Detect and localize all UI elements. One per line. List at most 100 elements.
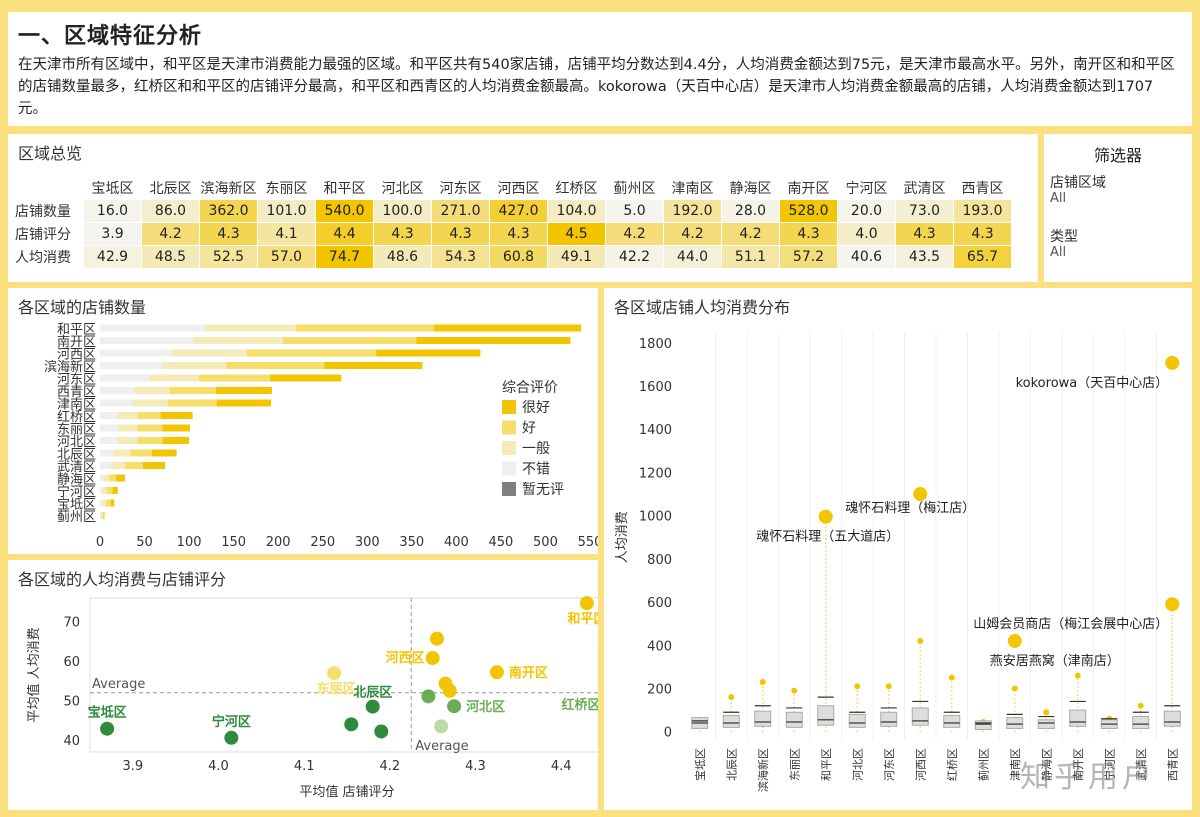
bar-segment (100, 462, 111, 469)
scatter-chart: 3.9 4.0 4.1 4.2 4.3 4.4 40 50 60 70 平均值 店铺评分 平均值 人均… (26, 596, 598, 800)
bar-segment (107, 487, 113, 494)
column-header: 武清区 (903, 181, 946, 197)
max-dot (948, 674, 955, 681)
point-label: 北辰区 (353, 686, 392, 701)
bar-segment (137, 437, 163, 444)
bar-segment (100, 499, 103, 507)
bar-segment (296, 324, 435, 332)
max-dot (1043, 709, 1050, 716)
bar-segment (103, 474, 109, 482)
plot-frame (89, 597, 598, 753)
y-tick-label: 1400 (639, 423, 672, 438)
box-iqr (943, 714, 961, 728)
bar-segment (216, 399, 272, 407)
bar-segment (100, 324, 206, 332)
overview-title: 区域总览 (18, 144, 83, 163)
bar-segment (100, 374, 149, 382)
scatter-point (365, 699, 380, 714)
x-category-label: 宁河区 (1102, 748, 1116, 781)
bar-chart-title: 各区域的店铺数量 (18, 298, 147, 317)
scatter-point (374, 724, 389, 739)
bar-segment (133, 387, 170, 394)
bar-segment (282, 337, 417, 344)
scatter-point (327, 666, 342, 681)
column-header: 和平区 (323, 181, 366, 197)
filter-district-select[interactable]: All (1050, 191, 1067, 206)
bar-segment (100, 387, 134, 394)
table-row: 店铺数量 16.0 86.0 362.0 101.0 540.0 100.0 271.0 427… (15, 200, 1011, 222)
table-cell: 540.0 (316, 200, 373, 222)
scatter-point (100, 721, 115, 736)
bar-segment (193, 337, 283, 344)
y-tick-label: 600 (647, 596, 672, 611)
table-cell: 57.2 (780, 246, 837, 268)
outlier-point (1165, 355, 1180, 370)
bar-segment (106, 499, 111, 507)
y-tick-label: 50 (63, 695, 80, 710)
bar-segment (376, 349, 481, 357)
box-iqr (722, 714, 740, 728)
bar-segment (215, 387, 272, 394)
table-cell: 42.9 (84, 246, 141, 268)
bar-category-label: 河西区 (57, 347, 96, 362)
bar-category-label: 宝坻区 (57, 496, 96, 512)
summary-panel: 一、区域特征分析 在天津市所有区域中，和平区是天津市消费能力最强的区域。和平区共… (8, 12, 1192, 126)
column-header: 津南区 (671, 181, 714, 197)
box-chart-title: 各区域店铺人均消费分布 (614, 298, 791, 317)
column-header: 西青区 (961, 181, 1004, 197)
table-cell: 4.2 (722, 223, 779, 245)
table-cell: 44.0 (664, 246, 721, 268)
y-tick-label: 1200 (639, 466, 672, 481)
table-cell: 528.0 (780, 200, 837, 222)
scatter-point (421, 689, 436, 704)
bar-segment (117, 412, 138, 419)
bar-segment (142, 462, 166, 469)
bar-category-label: 北辰区 (57, 447, 96, 462)
max-dot (1011, 685, 1018, 692)
point-label: 东丽区 (317, 681, 356, 697)
column-header: 北辰区 (149, 181, 192, 197)
table-cell: 74.7 (316, 246, 373, 268)
x-tick-label: 4.0 (208, 759, 229, 774)
overview-panel: 区域总览 宝坻区 北辰区 滨海新区 东丽区 和平区 河北区 河东区 河西区 红桥区 蓟州区 津南区静… (8, 134, 1038, 282)
bar-category-label: 东丽区 (57, 422, 96, 437)
x-category-label: 宝坻区 (693, 748, 707, 781)
watermark: 知乎用户 (1020, 760, 1156, 795)
bar-segment (137, 412, 161, 419)
bar-segment (149, 374, 199, 382)
box-iqr (1132, 716, 1150, 729)
table-cell: 5.0 (606, 200, 663, 222)
max-dot (1074, 672, 1081, 679)
table-cell: 57.0 (258, 246, 315, 268)
y-tick-label: 40 (63, 734, 80, 749)
x-category-label: 北辰区 (725, 748, 738, 781)
x-category-label: 河北区 (851, 748, 864, 781)
bar-category-label: 和平区 (57, 322, 96, 337)
y-tick-label: 70 (63, 616, 80, 631)
table-cell: 192.0 (664, 200, 721, 222)
point-label: 红桥区 (562, 697, 598, 713)
legend-title: 综合评价 (502, 380, 558, 396)
x-tick-label: 200 (266, 535, 291, 550)
x-tick-label: 500 (533, 535, 558, 550)
bar-segment (100, 412, 118, 419)
outlier-label: 山姆会员商店（梅江会展中心店） (973, 617, 1168, 632)
table-cell: 51.1 (722, 246, 779, 268)
table-row: 人均消费 42.9 48.5 52.5 57.0 74.7 48.6 54.3 60.8 49.1… (15, 246, 1011, 268)
bar-segment (167, 399, 217, 407)
bar-segment (124, 462, 143, 469)
x-axis-label: 平均值 店铺评分 (299, 784, 394, 800)
bar-segment (130, 449, 152, 457)
x-tick-label: 300 (355, 535, 380, 550)
scatter-point (447, 699, 462, 714)
filter-type-select[interactable]: All (1050, 245, 1067, 260)
bar-category-label: 津南区 (57, 396, 96, 412)
y-axis-label: 人均消费 (615, 511, 630, 563)
bar-segment (198, 374, 271, 382)
box-iqr (911, 707, 929, 726)
y-tick-label: 200 (647, 682, 672, 697)
bar-segment (434, 324, 582, 332)
table-cell: 4.3 (896, 223, 953, 245)
outlier-label: kokorowa（天百中心店） (1016, 376, 1169, 391)
y-tick-label: 800 (647, 553, 672, 568)
